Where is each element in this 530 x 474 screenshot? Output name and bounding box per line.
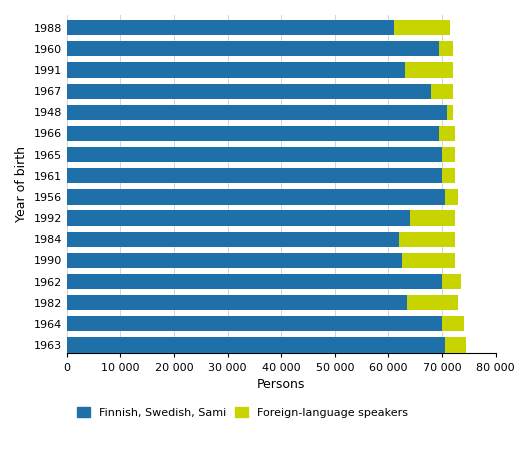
Bar [67, 0, 287, 10]
Bar [67, 168, 442, 183]
Bar [416, 358, 472, 374]
Bar [67, 147, 442, 162]
Bar [67, 105, 447, 120]
Bar [445, 189, 458, 205]
Bar [431, 83, 453, 99]
Bar [447, 105, 453, 120]
Bar [67, 20, 394, 35]
Bar [439, 126, 455, 141]
X-axis label: Persons: Persons [257, 378, 305, 391]
Bar [399, 232, 455, 247]
Bar [67, 232, 399, 247]
Bar [410, 210, 455, 226]
Bar [67, 0, 445, 14]
Bar [404, 63, 453, 78]
Bar [442, 168, 455, 183]
Bar [67, 295, 407, 310]
Bar [67, 337, 445, 353]
Bar [67, 358, 416, 374]
Bar [442, 316, 464, 331]
Bar [445, 337, 466, 353]
Bar [67, 274, 442, 289]
Bar [67, 316, 442, 331]
Bar [67, 189, 445, 205]
Bar [67, 83, 431, 99]
Bar [67, 41, 439, 56]
Bar [407, 295, 458, 310]
Bar [442, 147, 455, 162]
Bar [394, 20, 450, 35]
Bar [439, 41, 453, 56]
Legend: Finnish, Swedish, Sami, Foreign-language speakers: Finnish, Swedish, Sami, Foreign-language… [73, 403, 413, 422]
Bar [287, 0, 313, 10]
Bar [442, 274, 461, 289]
Bar [67, 253, 402, 268]
Bar [67, 126, 439, 141]
Bar [402, 253, 455, 268]
Bar [445, 0, 450, 14]
Y-axis label: Year of birth: Year of birth [15, 146, 28, 222]
Bar [67, 63, 404, 78]
Bar [67, 210, 410, 226]
